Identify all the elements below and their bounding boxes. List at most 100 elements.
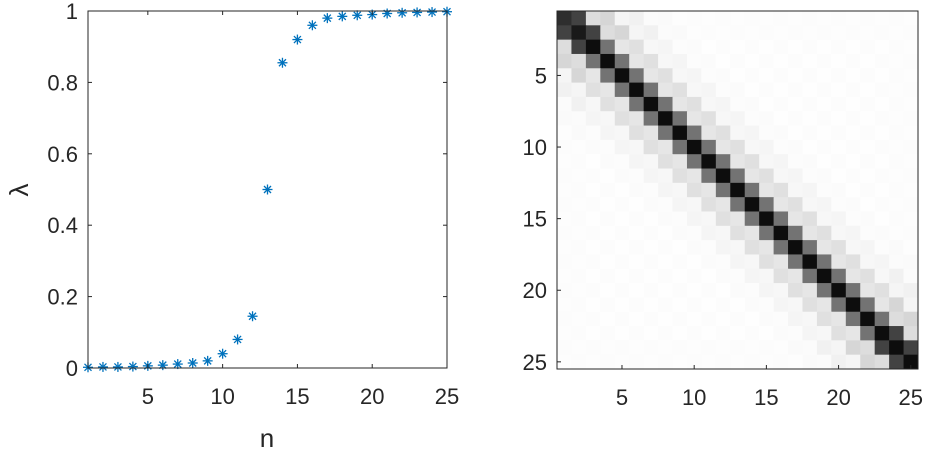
heatmap-cell — [845, 326, 861, 341]
heatmap-cell — [831, 254, 847, 270]
heatmap-cell — [658, 197, 674, 212]
heatmap-cell — [788, 96, 803, 112]
heatmap-cell — [874, 25, 890, 41]
heatmap-cell — [585, 82, 601, 98]
heatmap-cell — [643, 268, 659, 284]
heatmap-cell — [629, 283, 645, 298]
heatmap-cell — [600, 154, 616, 170]
heatmap-cell — [773, 340, 789, 356]
heatmap-cell — [557, 311, 572, 327]
heatmap-cell — [845, 340, 861, 356]
heatmap-cell — [845, 39, 861, 55]
heatmap-cell — [629, 139, 645, 155]
heatmap-cell — [816, 39, 832, 55]
heatmap-cell — [643, 297, 659, 313]
heatmap-cell — [686, 82, 702, 98]
heatmap-cell — [788, 68, 803, 84]
heatmap-cell — [600, 211, 616, 227]
heatmap-cell — [701, 182, 717, 198]
heatmap-cell — [788, 326, 803, 341]
heatmap-cell — [860, 268, 876, 284]
heatmap-cell — [788, 283, 803, 298]
heatmap-cell — [874, 297, 890, 313]
heatmap-cell — [658, 211, 674, 227]
heatmap-cell — [614, 340, 630, 356]
heatmap-cell — [889, 139, 905, 155]
heatmap-cell — [643, 197, 659, 212]
heatmap-cell — [715, 154, 731, 170]
heatmap-cell — [614, 68, 630, 84]
heatmap-cell — [759, 168, 775, 184]
heatmap-cell — [773, 268, 789, 284]
heatmap-cell — [802, 311, 818, 327]
heatmap-cells — [557, 11, 919, 370]
heatmap-cell — [585, 254, 601, 270]
heatmap-cell — [831, 240, 847, 255]
heatmap-cell — [845, 211, 861, 227]
heatmap-cell — [860, 197, 876, 212]
heatmap-cell — [701, 326, 717, 341]
data-point-24 — [427, 7, 438, 18]
heatmap-cell — [874, 225, 890, 241]
heatmap-cell — [730, 96, 746, 112]
heatmap-cell — [672, 340, 688, 356]
heatmap-cell — [889, 211, 905, 227]
heatmap-cell — [571, 68, 587, 84]
heatmap-cell — [600, 197, 616, 212]
heatmap-cell — [802, 354, 818, 370]
heatmap-cell — [903, 11, 919, 26]
heatmap-cell — [759, 25, 775, 41]
heatmap-cell — [715, 68, 731, 84]
heatmap-cell — [802, 182, 818, 198]
heatmap-cell — [658, 297, 674, 313]
heatmap-cell — [744, 168, 760, 184]
heatmap-cell — [744, 297, 760, 313]
heatmap-cell — [643, 240, 659, 255]
heatmap-cell — [773, 25, 789, 41]
heatmap-cell — [845, 240, 861, 255]
heatmap-cell — [629, 53, 645, 69]
heatmap-cell — [759, 125, 775, 141]
heatmap-cell — [889, 326, 905, 341]
heatmap-cell — [744, 311, 760, 327]
heatmap-cell — [585, 53, 601, 69]
eigenvalue-scatter-chart: 5 10 15 20 25 0 0.2 0.4 0.6 0.8 1 n λ — [4, 0, 459, 452]
heatmap-cell — [701, 254, 717, 270]
heatmap-cell — [773, 311, 789, 327]
heatmap-cell — [614, 326, 630, 341]
heatmap-cell — [831, 340, 847, 356]
heatmap-cell — [715, 11, 731, 26]
heatmap-cell — [860, 25, 876, 41]
heatmap-cell — [686, 68, 702, 84]
heatmap-cell — [643, 168, 659, 184]
heatmap-cell — [585, 354, 601, 370]
heatmap-cell — [658, 182, 674, 198]
heatmap-cell — [643, 225, 659, 241]
heatmap-cell — [889, 268, 905, 284]
heatmap-cell — [889, 283, 905, 298]
heatmap-cell — [686, 225, 702, 241]
heatmap-cell — [643, 68, 659, 84]
heatmap-cell — [715, 25, 731, 41]
heatmap-cell — [816, 125, 832, 141]
heatmap-cell — [629, 197, 645, 212]
left-y-tick-label: 0.4 — [47, 213, 78, 238]
heatmap-cell — [730, 240, 746, 255]
heatmap-cell — [672, 68, 688, 84]
right-x-tick-label: 15 — [754, 385, 778, 410]
left-y-tick-label: 0.8 — [47, 70, 78, 95]
heatmap-cell — [874, 240, 890, 255]
heatmap-cell — [831, 68, 847, 84]
heatmap-cell — [744, 254, 760, 270]
heatmap-cell — [600, 240, 616, 255]
heatmap-cell — [585, 211, 601, 227]
data-point-21 — [382, 8, 393, 19]
heatmap-cell — [557, 168, 572, 184]
heatmap-cell — [715, 139, 731, 155]
heatmap-cell — [744, 39, 760, 55]
heatmap-cell — [773, 53, 789, 69]
heatmap-cell — [802, 297, 818, 313]
heatmap-cell — [658, 154, 674, 170]
heatmap-cell — [788, 168, 803, 184]
heatmap-cell — [600, 68, 616, 84]
